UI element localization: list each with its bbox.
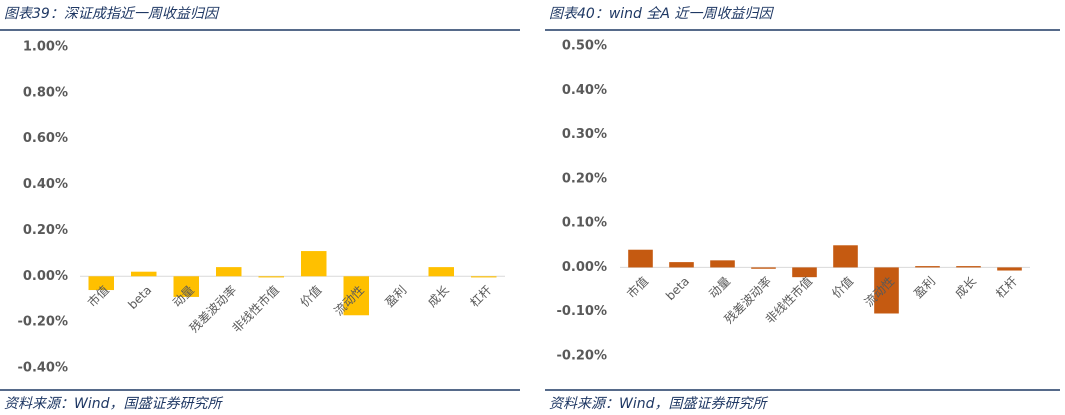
bar [216, 267, 242, 277]
bar [874, 267, 899, 314]
bar [997, 267, 1022, 271]
bar [628, 249, 653, 268]
x-tick-label: 成长 [425, 283, 452, 310]
y-tick-label: 0.10% [562, 216, 607, 231]
x-tick-label: 动量 [706, 274, 733, 301]
x-tick-label: 杠杆 [993, 273, 1021, 301]
bar [915, 266, 940, 268]
bar [751, 267, 776, 269]
bar [343, 276, 369, 316]
x-tick-label: 盈利 [382, 283, 409, 310]
y-tick-label: 0.20% [562, 171, 607, 186]
y-tick-label: 0.20% [23, 223, 68, 238]
bar [88, 276, 114, 291]
x-tick-label: 成长 [952, 274, 979, 301]
x-tick-label: 价值 [829, 273, 857, 301]
y-tick-label: 0.40% [23, 177, 68, 192]
bar [669, 262, 694, 268]
bar [710, 260, 735, 268]
bar [131, 271, 157, 277]
source-note: 资料来源：Wind，国盛证券研究所 [549, 396, 768, 412]
y-tick-label: -0.20% [557, 349, 608, 364]
y-tick-label: 1.00% [23, 40, 68, 55]
x-tick-label: 杠杆 [467, 282, 495, 310]
chart-title: 图表40：wind 全A 近一周收益归因 [549, 6, 774, 22]
chart-title: 图表39：深证成指近一周收益归因 [4, 6, 220, 22]
y-tick-label: -0.40% [18, 361, 69, 376]
source-note: 资料来源：Wind，国盛证券研究所 [4, 396, 223, 412]
bar [833, 245, 858, 268]
y-tick-label: 0.80% [23, 85, 68, 100]
x-tick-label: beta [663, 274, 692, 303]
bar [258, 276, 284, 278]
y-tick-label: -0.20% [18, 315, 69, 330]
x-tick-label: 市值 [624, 273, 652, 301]
y-tick-label: 0.30% [562, 127, 607, 142]
bar [792, 267, 817, 278]
bar [173, 276, 199, 297]
y-tick-label: 0.00% [562, 260, 607, 275]
y-tick-label: 0.50% [562, 39, 607, 54]
bar [301, 251, 327, 277]
y-tick-label: -0.10% [557, 304, 608, 319]
x-tick-label: 价值 [297, 282, 325, 310]
bar [471, 276, 497, 278]
y-tick-label: 0.40% [562, 83, 607, 98]
y-tick-label: 0.00% [23, 269, 68, 284]
x-tick-label: beta [125, 283, 154, 312]
bar [428, 267, 454, 277]
x-tick-label: 盈利 [911, 274, 938, 301]
bar [956, 266, 981, 268]
x-tick-label: 非线性市值 [229, 282, 282, 335]
y-tick-label: 0.60% [23, 131, 68, 146]
